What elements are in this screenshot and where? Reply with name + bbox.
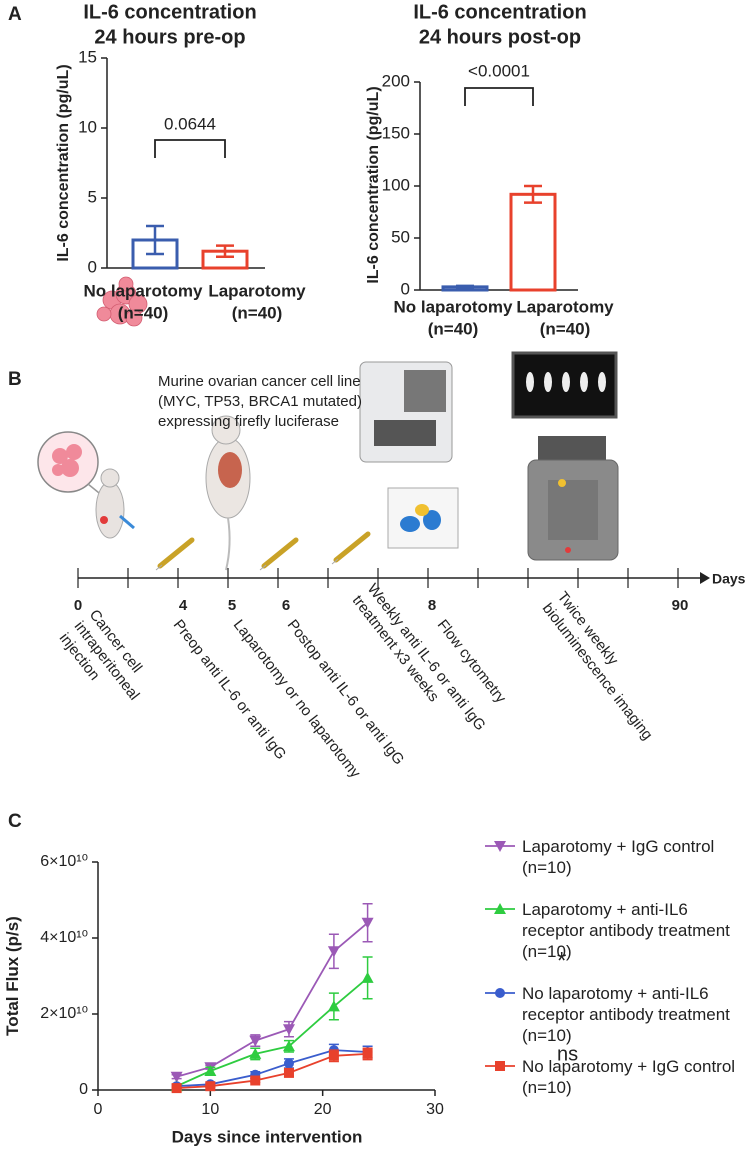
data-point <box>362 1048 373 1059</box>
day-label: 6 <box>282 597 290 614</box>
chart-title: 24 hours post-op <box>419 26 581 48</box>
day-label: 0 <box>74 597 82 614</box>
y-tick-label: 50 <box>391 227 410 246</box>
x-tick-label: Laparotomy <box>208 281 306 300</box>
series-line <box>176 922 369 1078</box>
x-tick-label: (n=40) <box>232 303 283 322</box>
series-line <box>176 1053 368 1089</box>
legend-label: Laparotomy + IgG control (n=10) <box>522 837 715 877</box>
legend-label: No laparotomy + anti-IL6 receptor antibo… <box>522 984 730 1045</box>
x-tick-label: 0 <box>94 1101 103 1118</box>
day-label: 4 <box>179 597 188 614</box>
x-axis-label: Days since intervention <box>172 1127 363 1146</box>
error-bar <box>456 284 474 290</box>
day-label: 5 <box>228 597 236 614</box>
chart-title: IL-6 concentration <box>413 1 586 23</box>
y-tick-label: 15 <box>78 47 97 66</box>
x-tick-label: 20 <box>314 1101 332 1118</box>
significance-bracket <box>154 139 226 158</box>
chart-title: IL-6 concentration <box>83 1 256 23</box>
error-bar <box>146 224 164 256</box>
cell-line-label: (MYC, TP53, BRCA1 mutated) <box>158 393 362 410</box>
legend-label: No laparotomy + IgG control (n=10) <box>522 1057 736 1097</box>
error-bar <box>524 184 542 204</box>
y-axis-label: Total Flux (p/s) <box>3 916 22 1036</box>
y-tick-label: 2×10¹⁰ <box>40 1005 88 1022</box>
event-label: Preop anti IL-6 or anti IgG <box>170 616 290 762</box>
y-tick-label: 6×10¹⁰ <box>40 853 88 870</box>
annotation: ns <box>557 1043 578 1065</box>
series-line <box>176 977 369 1088</box>
data-point <box>327 1000 340 1012</box>
data-point <box>283 1058 294 1069</box>
data-point <box>249 1035 262 1047</box>
data-point <box>249 1047 262 1059</box>
legend-marker <box>495 1061 505 1071</box>
y-tick-label: 150 <box>382 123 410 142</box>
legend-label: Laparotomy + anti-IL6 receptor antibody … <box>522 900 730 961</box>
data-point <box>361 971 374 983</box>
cell-line-label: expressing firefly luciferase <box>158 413 339 430</box>
data-point <box>171 1083 182 1094</box>
y-tick-label: 0 <box>79 1081 88 1098</box>
p-value: <0.0001 <box>468 61 530 80</box>
event-label: bioluminescence imaging <box>539 600 656 743</box>
data-point <box>282 1024 295 1036</box>
panel-label: C <box>8 811 22 832</box>
day-label: 90 <box>672 597 689 614</box>
day-label: 8 <box>428 597 436 614</box>
significance-bracket <box>464 87 534 106</box>
panel-label: B <box>8 369 22 390</box>
x-tick-label: 30 <box>426 1101 444 1118</box>
x-tick-label: Laparotomy <box>516 297 614 316</box>
x-tick-label: No laparotomy <box>83 281 203 300</box>
cell-line-label: Murine ovarian cancer cell line <box>158 373 361 390</box>
data-point <box>205 1081 216 1092</box>
data-point <box>170 1071 183 1083</box>
timeline-axis-label: Days <box>712 571 746 587</box>
illustrations <box>37 276 619 571</box>
y-tick-label: 100 <box>382 175 410 194</box>
legend-marker <box>494 903 506 914</box>
data-point <box>204 1065 217 1076</box>
annotation: * <box>557 947 566 974</box>
error-bar <box>216 244 234 259</box>
y-axis-label: IL-6 concentration (pg/uL) <box>365 86 382 283</box>
x-tick-label: No laparotomy <box>393 297 513 316</box>
series-line <box>176 1049 368 1088</box>
x-tick-label: (n=40) <box>118 303 169 322</box>
data-point <box>250 1075 261 1086</box>
legend-marker <box>495 988 505 998</box>
p-value: 0.0644 <box>164 114 216 133</box>
legend-marker <box>494 841 506 852</box>
y-tick-label: 0 <box>88 257 97 276</box>
y-tick-label: 10 <box>78 117 97 136</box>
bar <box>509 192 557 292</box>
data-point <box>327 946 340 958</box>
data-point <box>361 917 374 929</box>
event: Preop anti IL-6 or anti IgG <box>170 616 290 762</box>
x-tick-label: 10 <box>201 1101 219 1118</box>
timeline-arrow <box>700 572 710 584</box>
y-tick-label: 5 <box>88 187 97 206</box>
data-point <box>283 1067 294 1078</box>
x-tick-label: (n=40) <box>428 319 479 338</box>
x-tick-label: (n=40) <box>540 319 591 338</box>
data-point <box>282 1040 295 1052</box>
chart-title: 24 hours pre-op <box>94 26 245 48</box>
y-axis-label: IL-6 concentration (pg/uL) <box>55 64 72 261</box>
y-tick-label: 4×10¹⁰ <box>40 929 88 946</box>
panel-label: A <box>8 4 22 25</box>
y-tick-label: 200 <box>382 71 410 90</box>
data-point <box>328 1050 339 1061</box>
y-tick-label: 0 <box>401 279 410 298</box>
